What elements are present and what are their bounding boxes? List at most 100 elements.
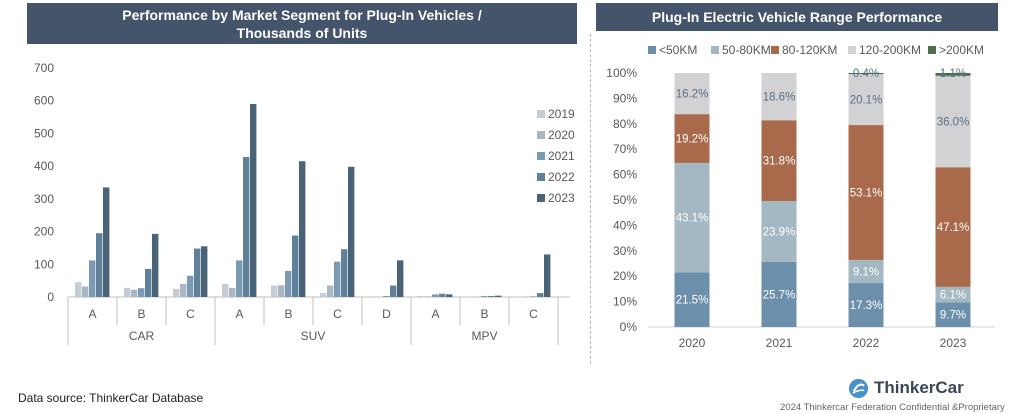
stack-2-2022	[848, 125, 884, 260]
stack-0-2022	[848, 283, 884, 327]
bar-2023-CAR-B	[152, 233, 159, 297]
bar-2021-CAR-A	[89, 260, 96, 297]
bar-2020-SUV-B	[278, 285, 285, 297]
bar-2020-SUV-A	[229, 287, 236, 297]
stack-2-2020	[674, 114, 710, 163]
bar-2023-MPV-A	[446, 294, 453, 297]
stack-1-2022	[848, 259, 884, 284]
range-stacked-chart: 0% 10% 20% 30% 40% 50% 60% 70% 80% 90% 100% <50KM 50…	[606, 43, 995, 350]
y-tick-label: 50%	[613, 193, 637, 207]
bar-2021-MPV-B	[481, 296, 488, 297]
data-label: 36.0%	[937, 117, 970, 129]
bar-2021-SUV-C	[334, 261, 341, 297]
data-label: 20.1%	[850, 95, 883, 107]
data-source-note: Data source: ThinkerCar Database	[18, 391, 204, 405]
bar-2023-MPV-C	[544, 254, 551, 297]
x-tick-label: C	[333, 307, 342, 321]
bar-2022-CAR-B	[145, 268, 152, 297]
legend-swatch-2020	[537, 131, 545, 139]
left-chart-title-line1: Performance by Market Segment for Plug-I…	[122, 6, 482, 23]
data-label: 17.3%	[850, 300, 883, 312]
legend-label-2019: 2019	[548, 107, 575, 121]
bar-2019-SUV-B	[271, 285, 278, 297]
y-tick-label: 200	[34, 225, 54, 239]
y-tick-label: 100%	[606, 66, 637, 80]
y-tick-label: 60%	[613, 168, 637, 182]
x-tick-label: 2021	[766, 336, 793, 350]
legend-label-4: >200KM	[939, 43, 984, 57]
right-chart-title: Plug-In Electric Vehicle Range Performan…	[596, 3, 998, 31]
legend-swatch-3	[848, 46, 856, 54]
left-chart-title: Performance by Market Segment for Plug-I…	[27, 3, 577, 44]
bar-2019-SUV-A	[222, 283, 229, 297]
data-label: 21.5%	[676, 295, 709, 307]
bar-2019-SUV-C	[320, 293, 327, 297]
legend-swatch-2023	[537, 194, 545, 202]
bar-2023-SUV-D	[397, 260, 404, 297]
legend-label-2021: 2021	[548, 149, 575, 163]
data-label: 53.1%	[850, 188, 883, 200]
bar-2021-SUV-B	[285, 270, 292, 297]
y-tick-label: 300	[34, 192, 54, 206]
legend-label-2: 80-120KM	[782, 43, 837, 57]
legend-swatch-4	[928, 46, 936, 54]
legend-label-2022: 2022	[548, 170, 575, 184]
y-tick-label: 40%	[613, 218, 637, 232]
bar-2021-SUV-D	[383, 296, 390, 297]
bar-2022-SUV-C	[341, 249, 348, 297]
bar-2022-MPV-A	[439, 293, 446, 297]
legend-swatch-1	[711, 46, 719, 54]
thinkercar-logo: ThinkerCar	[848, 377, 964, 399]
stack-0-2023	[935, 302, 971, 327]
x-tick-label: A	[235, 307, 243, 321]
x-tick-label: B	[137, 307, 145, 321]
data-label: 47.1%	[937, 222, 970, 234]
data-label: 16.2%	[676, 89, 709, 101]
data-label: 19.2%	[676, 134, 709, 146]
bar-2022-SUV-A	[243, 156, 250, 297]
stack-3-2020	[674, 73, 710, 115]
bar-2019-MPV-A	[418, 296, 425, 297]
data-label: 9.1%	[853, 267, 879, 279]
bar-2022-SUV-D	[390, 285, 397, 297]
bar-2023-MPV-B	[495, 295, 502, 297]
y-tick-label: 700	[34, 61, 54, 75]
y-tick-label: 20%	[613, 269, 637, 283]
data-label: 25.7%	[763, 289, 796, 301]
x-tick-label: C	[529, 307, 538, 321]
data-label: 6.1%	[940, 290, 966, 302]
data-label: 18.6%	[763, 92, 796, 104]
bar-2023-SUV-B	[299, 161, 306, 297]
y-tick-label: 0	[47, 290, 54, 304]
bar-2020-CAR-A	[82, 286, 89, 297]
data-label: 23.9%	[763, 226, 796, 238]
stack-3-2021	[761, 73, 797, 121]
bar-2019-CAR-B	[124, 287, 131, 297]
stack-1-2023	[935, 286, 971, 303]
logo-text: ThinkerCar	[874, 378, 964, 397]
y-tick-label: 80%	[613, 117, 637, 131]
x-tick-label: A	[88, 307, 96, 321]
legend-label-2023: 2023	[548, 191, 575, 205]
stack-0-2021	[761, 261, 797, 327]
legend-swatch-2019	[537, 110, 545, 118]
data-label: 9.7%	[940, 310, 966, 322]
x-tick-label: B	[480, 307, 488, 321]
y-tick-label: 10%	[613, 295, 637, 309]
thinkercar-logo-icon	[848, 378, 869, 398]
x-group-label: SUV	[301, 329, 326, 343]
bar-2023-CAR-C	[201, 246, 208, 297]
stack-3-2023	[935, 75, 971, 168]
bar-2022-MPV-B	[488, 296, 495, 297]
y-tick-label: 600	[34, 94, 54, 108]
y-tick-label: 90%	[613, 91, 637, 105]
bar-2020-SUV-C	[327, 285, 334, 297]
x-tick-label: A	[431, 307, 439, 321]
stack-1-2020	[674, 162, 710, 273]
x-tick-label: C	[186, 307, 195, 321]
bar-2020-CAR-C	[180, 283, 187, 297]
stack-3-2022	[848, 74, 884, 126]
x-tick-label: D	[382, 307, 391, 321]
data-label: 31.8%	[763, 156, 796, 168]
bar-2021-MPV-C	[530, 296, 537, 297]
